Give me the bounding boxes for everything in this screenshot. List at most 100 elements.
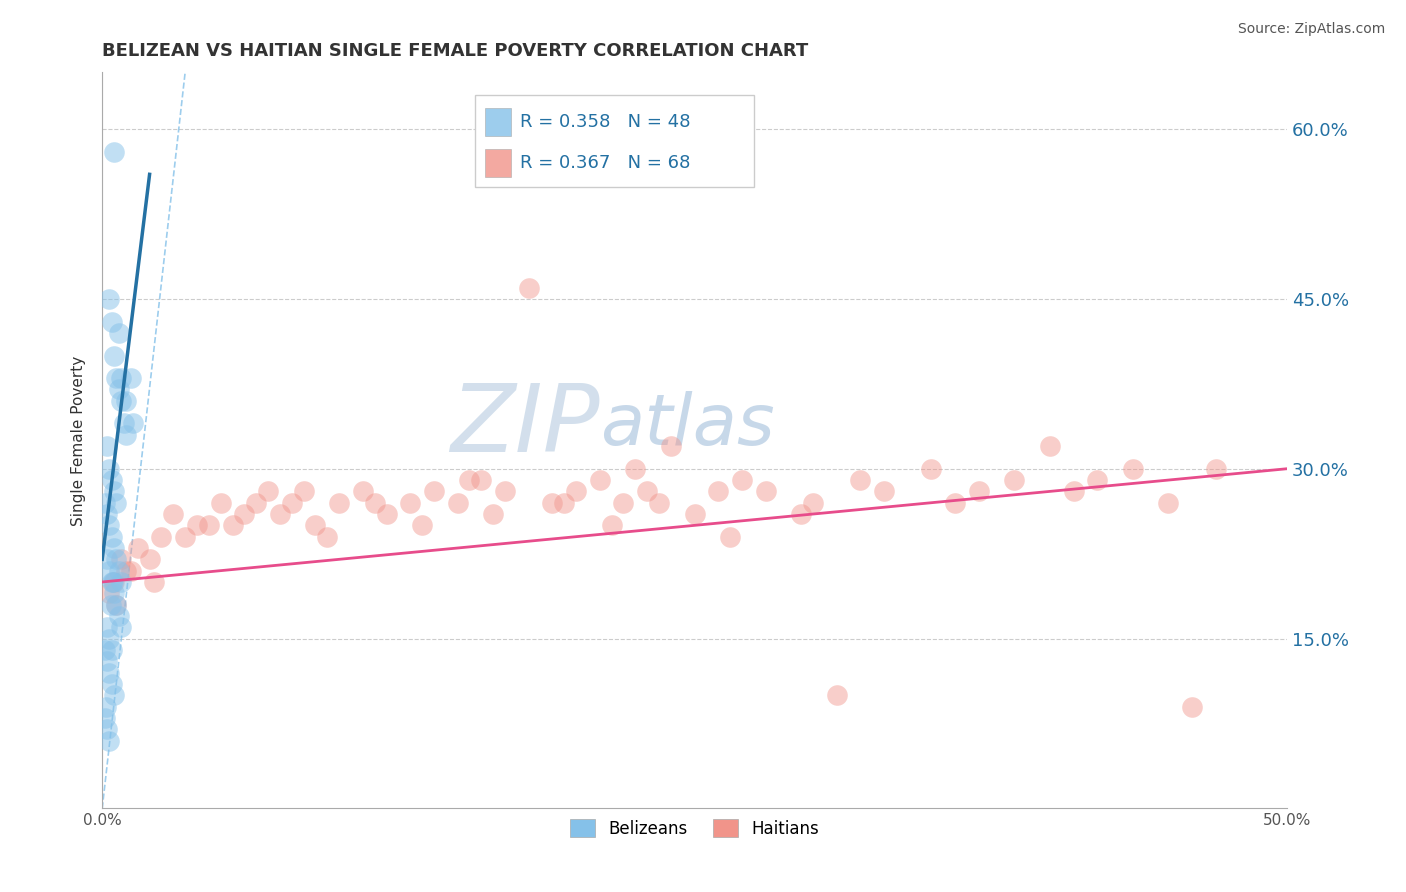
Point — [790, 507, 813, 521]
Point — [105, 598, 128, 612]
Point — [105, 598, 128, 612]
Point — [103, 541, 125, 555]
Text: Source: ZipAtlas.com: Source: ZipAtlas.com — [1237, 22, 1385, 37]
Point — [541, 496, 564, 510]
Point — [825, 688, 848, 702]
Point — [731, 473, 754, 487]
FancyBboxPatch shape — [475, 95, 754, 186]
Point — [482, 507, 505, 521]
Point — [565, 484, 588, 499]
Point — [96, 654, 118, 668]
Point — [110, 574, 132, 589]
Point — [105, 371, 128, 385]
Point — [98, 665, 121, 680]
Point — [115, 393, 138, 408]
Point — [1122, 461, 1144, 475]
Point — [138, 552, 160, 566]
Point — [110, 393, 132, 408]
Point — [967, 484, 990, 499]
Point — [115, 427, 138, 442]
Point — [103, 586, 125, 600]
Point — [105, 552, 128, 566]
Point — [399, 496, 422, 510]
Point — [94, 699, 117, 714]
Point — [110, 552, 132, 566]
Point — [1205, 461, 1227, 475]
Point — [98, 564, 121, 578]
Point — [96, 439, 118, 453]
Point — [1181, 699, 1204, 714]
Point — [103, 145, 125, 159]
Point — [624, 461, 647, 475]
Point — [1157, 496, 1180, 510]
Point — [93, 643, 115, 657]
Point — [100, 598, 122, 612]
Point — [589, 473, 612, 487]
Point — [150, 530, 173, 544]
Point — [98, 632, 121, 646]
Point — [174, 530, 197, 544]
Point — [122, 417, 145, 431]
Point — [600, 518, 623, 533]
Point — [103, 574, 125, 589]
Point — [659, 439, 682, 453]
Point — [105, 496, 128, 510]
Point — [115, 564, 138, 578]
Point — [96, 552, 118, 566]
Point — [103, 349, 125, 363]
Point — [93, 496, 115, 510]
Point — [107, 609, 129, 624]
Point — [612, 496, 634, 510]
Point — [446, 496, 468, 510]
Point — [292, 484, 315, 499]
Point — [100, 473, 122, 487]
Point — [801, 496, 824, 510]
Point — [96, 507, 118, 521]
Point — [648, 496, 671, 510]
Point — [98, 733, 121, 747]
Point — [517, 280, 540, 294]
Point — [375, 507, 398, 521]
FancyBboxPatch shape — [485, 149, 510, 178]
Point — [120, 564, 142, 578]
Point — [363, 496, 385, 510]
Point — [162, 507, 184, 521]
Point — [352, 484, 374, 499]
Y-axis label: Single Female Poverty: Single Female Poverty — [72, 355, 86, 525]
Point — [494, 484, 516, 499]
Point — [186, 518, 208, 533]
Point — [755, 484, 778, 499]
Point — [98, 461, 121, 475]
Point — [304, 518, 326, 533]
Point — [316, 530, 339, 544]
Point — [423, 484, 446, 499]
Text: R = 0.358   N = 48: R = 0.358 N = 48 — [520, 113, 690, 131]
Point — [245, 496, 267, 510]
Point — [707, 484, 730, 499]
Point — [470, 473, 492, 487]
Point — [103, 484, 125, 499]
Point — [221, 518, 243, 533]
Point — [636, 484, 658, 499]
Point — [112, 417, 135, 431]
Point — [101, 574, 124, 589]
Point — [127, 541, 149, 555]
Point — [233, 507, 256, 521]
Text: ZIP: ZIP — [450, 380, 600, 471]
Point — [107, 326, 129, 340]
Point — [110, 620, 132, 634]
Point — [96, 620, 118, 634]
Point — [849, 473, 872, 487]
Point — [257, 484, 280, 499]
Point — [683, 507, 706, 521]
Point — [411, 518, 433, 533]
Point — [143, 574, 166, 589]
Point — [96, 722, 118, 736]
Point — [920, 461, 942, 475]
Point — [328, 496, 350, 510]
Point — [1039, 439, 1062, 453]
Point — [1002, 473, 1025, 487]
Point — [209, 496, 232, 510]
Point — [553, 496, 575, 510]
Point — [98, 518, 121, 533]
